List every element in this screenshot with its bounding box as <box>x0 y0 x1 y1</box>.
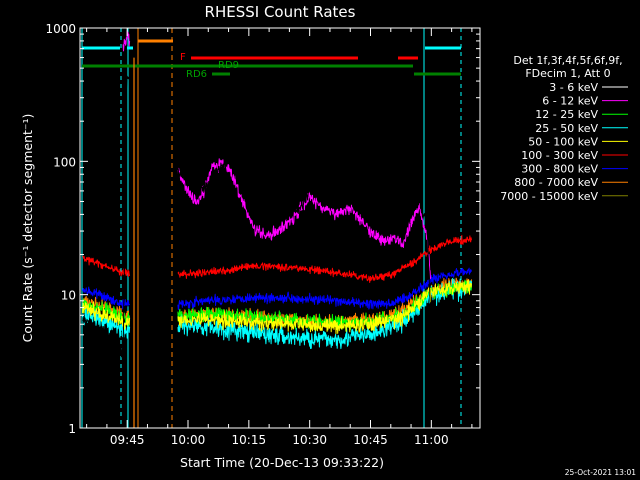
legend-label: 25 - 50 keV <box>535 122 598 135</box>
legend-label: 12 - 25 keV <box>535 108 598 121</box>
x-tick-label: 11:00 <box>414 433 449 447</box>
x-tick-label: 10:30 <box>292 433 327 447</box>
legend-header-line2: FDecim 1, Att 0 <box>525 67 610 80</box>
legend-label: 800 - 7000 keV <box>514 176 598 189</box>
series-line-4 <box>82 279 472 335</box>
state-label-rd9: RD9 <box>218 60 239 71</box>
legend-label: 300 - 800 keV <box>521 163 598 176</box>
y-axis-label: Count Rate (s⁻¹ detector segment⁻¹) <box>20 114 35 343</box>
axis-layer: 09:45 10:00 10:15 10:30 10:45 11:00 1 10 100 1000 <box>45 22 480 447</box>
y-tick-label: 1 <box>68 422 76 436</box>
series-layer <box>82 30 472 428</box>
legend-label: 100 - 300 keV <box>521 149 598 162</box>
series-line-0 <box>82 75 468 360</box>
overlay-layer: F RD9 RD6 <box>81 28 462 428</box>
timestamp: 25-Oct-2021 13:01 <box>565 468 636 477</box>
y-tick-label: 10 <box>61 289 76 303</box>
legend-label: 50 - 100 keV <box>528 135 598 148</box>
legend-header-line1: Det 1f,3f,4f,5f,6f,9f, <box>513 54 622 67</box>
legend-label: 6 - 12 keV <box>542 95 598 108</box>
x-tick-label: 10:45 <box>353 433 388 447</box>
state-label-f: F <box>180 52 186 63</box>
series-line-6 <box>82 267 472 310</box>
y-tick-label: 1000 <box>45 22 76 36</box>
series-line-5 <box>82 234 472 283</box>
x-tick-label: 10:00 <box>171 433 206 447</box>
chart-title: RHESSI Count Rates <box>205 3 356 21</box>
x-tick-label: 10:15 <box>232 433 267 447</box>
x-axis-label: Start Time (20-Dec-13 09:33:22) <box>180 455 384 470</box>
plot-frame <box>79 27 481 429</box>
legend-label: 7000 - 15000 keV <box>500 190 598 203</box>
legend: Det 1f,3f,4f,5f,6f,9f,FDecim 1, Att 03 -… <box>500 54 628 203</box>
x-tick-label: 09:45 <box>110 433 145 447</box>
state-label-rd6: RD6 <box>186 69 207 80</box>
series-line-1 <box>122 30 432 279</box>
y-tick-label: 100 <box>53 155 76 169</box>
legend-label: 3 - 6 keV <box>549 81 598 94</box>
